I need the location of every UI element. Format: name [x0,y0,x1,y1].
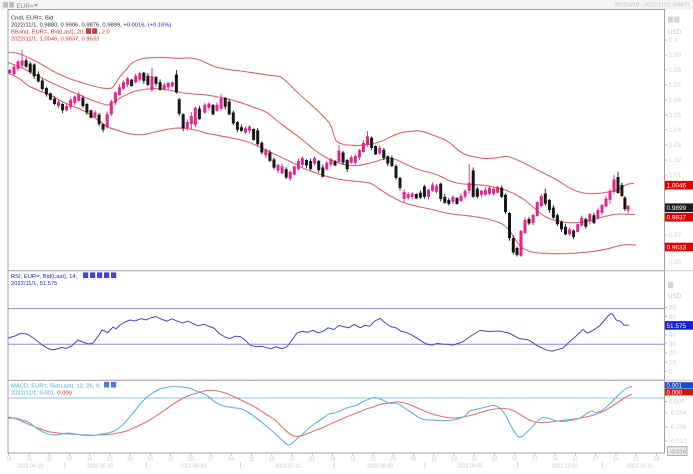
svg-text:, 2.0: , 2.0 [99,30,110,36]
svg-text:30: 30 [669,341,676,348]
svg-text:0.9899: 0.9899 [667,205,687,212]
svg-text:RSI, EUR=, Bid(Last), 14,: RSI, EUR=, Bid(Last), 14, [11,274,78,280]
svg-text:31: 31 [573,457,579,463]
svg-text:0.9633: 0.9633 [667,244,687,251]
svg-text:70: 70 [669,305,676,312]
svg-text:25: 25 [26,457,32,463]
svg-text:25: 25 [289,457,295,463]
svg-text:27: 27 [208,457,214,463]
svg-text:08: 08 [330,457,336,463]
svg-text:2022 09-05: 2022 09-05 [457,464,483,470]
svg-text:1.06: 1.06 [669,97,682,104]
svg-text:2022/11/1, 1.0046, 0.9837, 0.9: 2022/11/1, 1.0046, 0.9837, 0.9633 [11,37,99,43]
svg-text:02: 02 [46,457,52,463]
svg-text:USD: USD [668,29,682,36]
svg-text:0: 0 [669,368,673,375]
svg-text:-0.016: -0.016 [670,450,686,456]
svg-text:12: 12 [431,457,437,463]
svg-text:24: 24 [552,457,558,463]
svg-text:18: 18 [269,457,275,463]
svg-text:1.07: 1.07 [669,82,682,89]
svg-text:03: 03 [492,457,498,463]
svg-text:EUR=: EUR= [17,3,34,10]
svg-text:0.000: 0.000 [669,399,685,406]
svg-text:1.02: 1.02 [669,157,682,164]
svg-text:51.575: 51.575 [667,323,687,330]
svg-text:04: 04 [228,457,234,463]
svg-text:40: 40 [669,332,676,339]
svg-text:1.09: 1.09 [669,52,682,59]
svg-text:06: 06 [148,457,154,463]
svg-text:2022 08-08: 2022 08-08 [367,464,393,470]
svg-text:13: 13 [168,457,174,463]
svg-text:1.1: 1.1 [669,37,678,44]
svg-text:18: 18 [6,457,12,463]
svg-text:2022/11/1, 51.575: 2022/11/1, 51.575 [11,281,57,287]
svg-text:26: 26 [471,457,477,463]
svg-text:1.01: 1.01 [669,172,682,179]
svg-text:2022 05-16: 2022 05-16 [87,464,113,470]
svg-text:28: 28 [654,457,660,463]
svg-text:23: 23 [107,457,113,463]
svg-text:11: 11 [249,457,254,463]
svg-text:21: 21 [633,457,639,463]
svg-text:19: 19 [451,457,457,463]
svg-text:1: 1 [669,187,673,194]
svg-text:01: 01 [309,457,315,463]
svg-text:USD: USD [668,293,682,300]
svg-text:0.001: 0.001 [667,383,683,390]
svg-text:10: 10 [512,457,518,463]
svg-text:2022 04-18: 2022 04-18 [17,464,43,470]
svg-text:1.05: 1.05 [669,112,682,119]
svg-text:20: 20 [188,457,194,463]
svg-text:22: 22 [370,457,376,463]
svg-text:2022 10-03: 2022 10-03 [552,464,578,470]
svg-text:30: 30 [127,457,133,463]
svg-text:29: 29 [390,457,396,463]
svg-text:0.95: 0.95 [669,259,682,266]
svg-text:16: 16 [87,457,93,463]
svg-text:20: 20 [669,350,676,357]
svg-text:05: 05 [411,457,417,463]
svg-text:2022 07-11: 2022 07-11 [275,464,301,470]
svg-text:-0.012: -0.012 [669,438,687,445]
svg-text:09: 09 [67,457,73,463]
svg-text:2022 10-31: 2022 10-31 [627,464,653,470]
svg-text:15: 15 [350,457,356,463]
svg-text:-0.004: -0.004 [669,410,687,417]
svg-text:2022/11/1, 0.001, 0.000: 2022/11/1, 0.001, 0.000 [11,391,72,397]
svg-text:10: 10 [669,359,676,366]
svg-text:0.000: 0.000 [667,389,683,396]
svg-text:Cndl, EUR=, Bid: Cndl, EUR=, Bid [11,16,53,22]
svg-text:14: 14 [613,457,619,463]
svg-text:07: 07 [593,457,599,463]
svg-text:1.0046: 1.0046 [667,183,687,190]
svg-text:2022 06-13: 2022 06-13 [180,464,206,470]
svg-text:2022/11/1, 0.9880, 0.9906, 0.9: 2022/11/1, 0.9880, 0.9906, 0.9876, 0.989… [11,23,171,29]
svg-text:MACD, EUR=, Bid(Last), 12, 26,: MACD, EUR=, Bid(Last), 12, 26, 9, [11,383,101,389]
svg-text:1.08: 1.08 [669,67,682,74]
svg-text:0.97: 0.97 [669,232,682,239]
svg-text:2022/4/18 - 2022/11/11 (GMT): 2022/4/18 - 2022/11/11 (GMT) [614,3,689,9]
svg-text:60: 60 [669,314,676,321]
svg-text:-0.008: -0.008 [669,424,687,431]
svg-text:BBand, EUR=, Bid(Last), 20,: BBand, EUR=, Bid(Last), 20, [11,30,85,36]
svg-text:1.03: 1.03 [669,142,682,149]
svg-text:1.04: 1.04 [669,127,682,134]
svg-text:0.9837: 0.9837 [667,215,687,222]
svg-text:17: 17 [532,457,538,463]
